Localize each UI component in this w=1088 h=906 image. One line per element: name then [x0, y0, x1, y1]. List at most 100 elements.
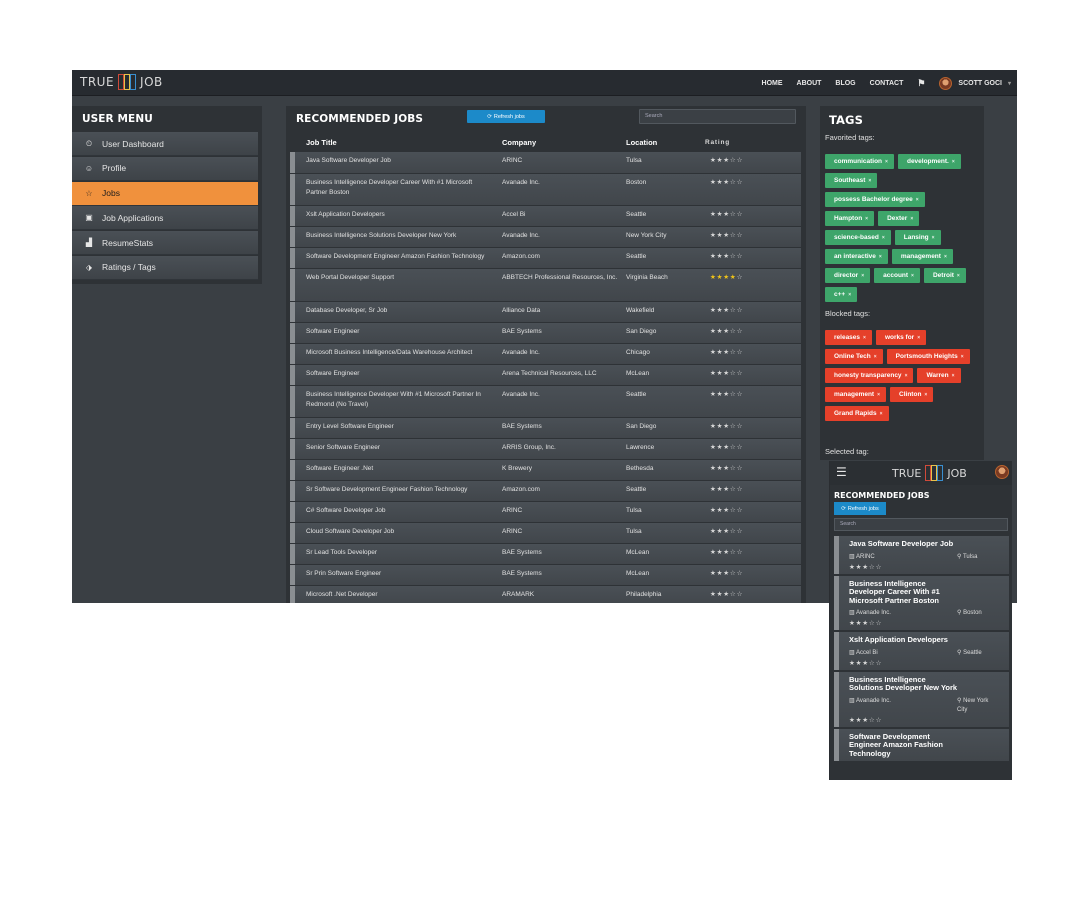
- remove-tag-icon[interactable]: ×: [868, 177, 872, 184]
- star-empty-icon[interactable]: ☆: [729, 232, 737, 239]
- job-title-link[interactable]: Xslt Application Developers: [306, 211, 385, 218]
- table-row[interactable]: Sr Software Development Engineer Fashion…: [290, 481, 801, 501]
- sidebar-item-profile[interactable]: ☺ Profile: [72, 156, 258, 181]
- remove-tag-icon[interactable]: ×: [873, 353, 877, 360]
- mobile-job-title[interactable]: Business Intelligence Solutions Develope…: [849, 674, 958, 692]
- star-rating[interactable]: ★★★☆☆: [710, 253, 743, 260]
- col-header-company[interactable]: Company: [502, 137, 537, 147]
- star-empty-icon[interactable]: ☆: [736, 232, 744, 239]
- table-row[interactable]: Web Portal Developer Support ABBTECH Prof…: [290, 269, 801, 301]
- blocked-tag[interactable]: honesty transparency ×: [825, 368, 914, 383]
- sidebar-item-ratings-tags[interactable]: ⬗ Ratings / Tags: [72, 255, 258, 280]
- blocked-tag[interactable]: Clinton ×: [890, 387, 934, 402]
- star-empty-icon[interactable]: ☆: [729, 486, 737, 493]
- star-rating[interactable]: ★★★☆☆: [710, 232, 743, 239]
- table-row[interactable]: Java Software Developer Job ARINC Tulsa ★★★…: [290, 152, 801, 173]
- favorited-tag[interactable]: Lansing ×: [894, 230, 941, 245]
- star-rating[interactable]: ★★★☆☆: [710, 507, 743, 514]
- star-filled-icon[interactable]: ★: [710, 423, 717, 430]
- star-empty-icon[interactable]: ☆: [729, 391, 737, 398]
- table-row[interactable]: Business Intelligence Developer Career W…: [290, 174, 801, 205]
- remove-tag-icon[interactable]: ×: [911, 272, 914, 279]
- brand-logo[interactable]: TRUE JOB: [80, 74, 163, 90]
- star-empty-icon[interactable]: ☆: [736, 328, 744, 335]
- star-filled-icon[interactable]: ★: [716, 370, 724, 377]
- star-empty-icon[interactable]: ☆: [736, 486, 744, 493]
- star-filled-icon[interactable]: ★: [710, 391, 717, 398]
- favorited-tag[interactable]: Hampton ×: [825, 211, 875, 226]
- favorited-tag[interactable]: c++ ×: [825, 287, 858, 302]
- star-filled-icon[interactable]: ★: [710, 349, 717, 356]
- star-filled-icon[interactable]: ★: [716, 423, 724, 430]
- star-filled-icon[interactable]: ★: [723, 549, 730, 556]
- job-title-link[interactable]: Software Development Engineer Amazon Fas…: [306, 253, 485, 260]
- star-filled-icon[interactable]: ★: [716, 465, 724, 472]
- remove-tag-icon[interactable]: ×: [881, 234, 885, 241]
- star-filled-icon[interactable]: ★: [862, 620, 869, 627]
- table-row[interactable]: Entry Level Software Engineer BAE Systems…: [290, 418, 801, 438]
- star-filled-icon[interactable]: ★: [723, 253, 730, 260]
- star-empty-icon[interactable]: ☆: [875, 659, 883, 667]
- job-title-link[interactable]: Software Engineer: [306, 370, 360, 377]
- star-filled-icon[interactable]: ★: [710, 465, 717, 472]
- blocked-tag[interactable]: Warren ×: [917, 368, 961, 383]
- star-rating[interactable]: ★★★☆☆: [710, 157, 743, 164]
- table-row[interactable]: Microsoft Business Intelligence/Data War…: [290, 344, 801, 364]
- star-filled-icon[interactable]: ★: [855, 659, 863, 667]
- remove-tag-icon[interactable]: ×: [951, 372, 955, 379]
- table-row[interactable]: Sr Prin Software Engineer BAE Systems McLe…: [290, 565, 801, 585]
- col-header-location[interactable]: Location: [626, 137, 658, 147]
- star-filled-icon[interactable]: ★: [723, 179, 730, 186]
- star-empty-icon[interactable]: ☆: [729, 570, 737, 577]
- job-title-link[interactable]: C# Software Developer Job: [306, 507, 386, 514]
- star-empty-icon[interactable]: ☆: [729, 370, 737, 377]
- job-title-link[interactable]: Software Engineer .Net: [306, 465, 374, 472]
- star-filled-icon[interactable]: ★: [716, 391, 724, 398]
- star-filled-icon[interactable]: ★: [710, 307, 717, 314]
- star-empty-icon[interactable]: ☆: [736, 211, 744, 218]
- remove-tag-icon[interactable]: ×: [885, 158, 888, 165]
- mobile-job-title[interactable]: Software Development Engineer Amazon Fas…: [849, 731, 943, 758]
- remove-tag-icon[interactable]: ×: [960, 353, 964, 360]
- star-filled-icon[interactable]: ★: [723, 157, 730, 164]
- star-empty-icon[interactable]: ☆: [736, 391, 744, 398]
- remove-tag-icon[interactable]: ×: [848, 291, 852, 298]
- remove-tag-icon[interactable]: ×: [951, 158, 955, 165]
- job-title-link[interactable]: Software Engineer: [306, 328, 360, 335]
- star-rating[interactable]: ★★★☆☆: [710, 423, 743, 430]
- star-rating[interactable]: ★★★☆☆: [710, 444, 743, 451]
- user-menu[interactable]: SCOTT GOCI ▾: [939, 76, 1011, 90]
- star-filled-icon[interactable]: ★: [723, 391, 730, 398]
- favorited-tag[interactable]: director ×: [825, 268, 871, 283]
- remove-tag-icon[interactable]: ×: [931, 234, 935, 241]
- star-rating[interactable]: ★★★☆☆: [710, 307, 743, 314]
- star-rating[interactable]: ★★★★☆: [710, 274, 743, 281]
- star-filled-icon[interactable]: ★: [862, 563, 869, 571]
- star-filled-icon[interactable]: ★: [723, 370, 730, 377]
- star-filled-icon[interactable]: ★: [716, 232, 724, 239]
- table-row[interactable]: C# Software Developer Job ARINC Tulsa ★★★☆☆: [290, 502, 801, 522]
- star-filled-icon[interactable]: ★: [855, 563, 863, 571]
- star-empty-icon[interactable]: ☆: [729, 157, 737, 164]
- mobile-job-card[interactable]: Xslt Application Developers ▥ Accel Bi ⚲ S…: [834, 632, 1009, 670]
- hamburger-menu-icon[interactable]: ☰: [836, 465, 847, 479]
- star-filled-icon[interactable]: ★: [710, 444, 717, 451]
- star-empty-icon[interactable]: ☆: [736, 370, 744, 377]
- star-empty-icon[interactable]: ☆: [729, 307, 737, 314]
- star-filled-icon[interactable]: ★: [723, 232, 730, 239]
- star-filled-icon[interactable]: ★: [855, 620, 863, 627]
- favorited-tag[interactable]: account ×: [874, 268, 920, 283]
- star-filled-icon[interactable]: ★: [723, 465, 730, 472]
- table-row[interactable]: Software Engineer .Net K Brewery Bethesda ★…: [290, 460, 801, 480]
- star-empty-icon[interactable]: ☆: [875, 716, 883, 724]
- star-rating[interactable]: ★★★☆☆: [710, 211, 743, 218]
- star-filled-icon[interactable]: ★: [716, 274, 724, 281]
- mobile-refresh-button[interactable]: ⟳ Refresh jobs: [834, 502, 886, 515]
- mobile-job-title[interactable]: Java Software Developer Job: [849, 539, 954, 548]
- star-empty-icon[interactable]: ☆: [729, 507, 737, 514]
- job-title-link[interactable]: Sr Lead Tools Developer: [306, 549, 378, 556]
- star-filled-icon[interactable]: ★: [723, 274, 730, 281]
- star-filled-icon[interactable]: ★: [716, 591, 724, 598]
- mobile-job-card[interactable]: Business Intelligence Solutions Develope…: [834, 671, 1009, 727]
- star-empty-icon[interactable]: ☆: [736, 528, 744, 535]
